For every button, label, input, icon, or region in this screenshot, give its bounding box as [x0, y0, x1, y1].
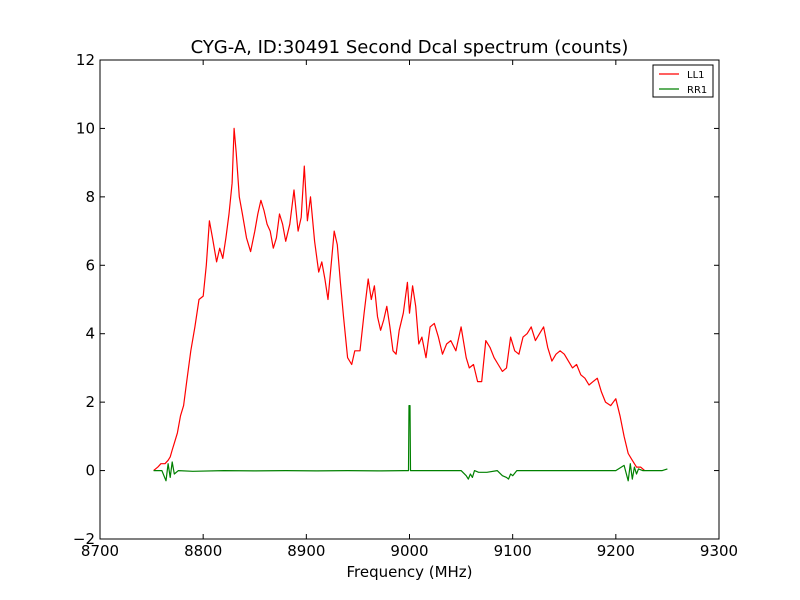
series-line-rr1: [153, 405, 668, 482]
x-tick-label: 9000: [390, 542, 428, 560]
y-tick-label: 4: [85, 325, 95, 343]
x-tick-label: 8700: [81, 542, 119, 560]
x-tick-label: 9100: [494, 542, 532, 560]
y-tick-label: 10: [76, 119, 95, 137]
plot-frame: [99, 59, 720, 540]
x-tick-label: 8900: [287, 542, 325, 560]
y-tick-label: 6: [85, 256, 95, 274]
x-tick-label: 9200: [597, 542, 635, 560]
legend-label-rr1: RR1: [687, 85, 707, 96]
y-tick-label: 8: [85, 188, 95, 206]
x-tick-label: 9300: [700, 542, 738, 560]
ticks-layer: 8700 8800 8900 9000 9100 9200 9300 −2 0 2 4 6 8 10 12: [73, 51, 738, 560]
y-tick-label: −2: [73, 530, 95, 548]
y-tick-label: 12: [76, 51, 95, 69]
series-layer: [153, 127, 668, 482]
legend-label-ll1: LL1: [687, 70, 705, 81]
x-tick-label: 8800: [184, 542, 222, 560]
series-line-ll1: [153, 127, 646, 472]
x-axis-label: Frequency (MHz): [346, 563, 472, 581]
legend-box: [652, 64, 714, 98]
chart-title: CYG-A, ID:30491 Second Dcal spectrum (co…: [191, 37, 629, 58]
y-tick-label: 2: [85, 393, 95, 411]
y-tick-label: 0: [85, 462, 95, 480]
